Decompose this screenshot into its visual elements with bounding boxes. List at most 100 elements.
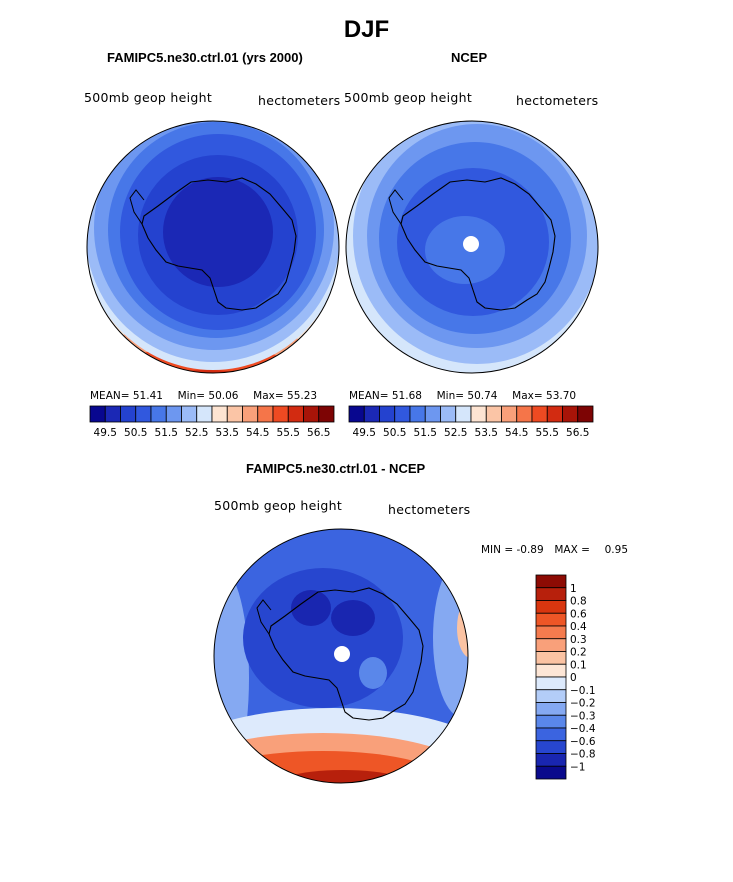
panel1-min-label: Min=: [177, 390, 206, 402]
panel2-mean-value: 51.68: [391, 390, 422, 402]
panel2-colorbar-swatch-5: [424, 405, 441, 423]
panel2-colorbar-swatch-2: [379, 405, 396, 423]
panel2-colorbar-swatch-13: [546, 405, 563, 423]
panel3-map: [213, 528, 469, 784]
panel2-colorbar-swatch-10: [501, 405, 518, 423]
panel1-colorbar-tick-label: 56.5: [307, 427, 330, 439]
panel1-colorbar-swatch-13: [287, 405, 304, 423]
panel3-colorbar-swatch-12: [535, 727, 567, 742]
panel1-colorbar-swatch-4: [150, 405, 167, 423]
panel1-min-value: 50.06: [208, 390, 239, 402]
panel1-title: FAMIPC5.ne30.ctrl.01 (yrs 2000): [107, 50, 303, 65]
panel1-colorbar-tick-label: 50.5: [124, 427, 147, 439]
panel3-tick-label: −0.8: [570, 749, 596, 761]
panel3-max-value: 0.95: [604, 544, 629, 556]
panel3-min-value: -0.89: [516, 544, 544, 556]
panel3-tick-label: −1: [570, 761, 585, 773]
panel2-colorbar-swatch-6: [440, 405, 457, 423]
panel2-colorbar-swatch-7: [455, 405, 472, 423]
panel3-tick-label: 0.3: [570, 634, 587, 646]
panel3-colorbar-swatch-11: [535, 714, 567, 729]
panel2-max-label: Max=: [512, 390, 543, 402]
panel1-colorbar-swatch-12: [272, 405, 289, 423]
panel1-colorbar-swatch-2: [120, 405, 137, 423]
panel3-min-label: MIN =: [481, 544, 514, 556]
panel1-colorbar-swatch-6: [181, 405, 198, 423]
panel1-colorbar-tick-label: 49.5: [94, 427, 117, 439]
panel3-colorbar-swatch-2: [535, 600, 567, 614]
panel2-colorbar-tick-label: 51.5: [414, 427, 437, 439]
panel1-mean-label: MEAN=: [90, 390, 130, 402]
panel1-max-value: 55.23: [287, 390, 318, 402]
panel2-colorbar-tick-label: 56.5: [566, 427, 589, 439]
panel3-colorbar-swatch-13: [535, 740, 567, 754]
panel3-colorbar-swatch-1: [535, 587, 567, 601]
panel3-tick-label: 0.8: [570, 596, 587, 608]
panel1-colorbar-swatch-0: [89, 405, 106, 423]
panel2-colorbar-swatch-4: [409, 405, 426, 423]
panel3-colorbar-swatch-10: [535, 702, 567, 716]
panel3-tick-label: −0.6: [570, 736, 596, 748]
panel2-max-value: 53.70: [546, 390, 577, 402]
panel2-colorbar-tick-label: 50.5: [383, 427, 406, 439]
panel1-mean-value: 51.41: [132, 390, 163, 402]
panel3-colorbar-swatch-14: [535, 753, 567, 767]
panel3-tick-label: 0.2: [570, 647, 587, 659]
panel2-colorbar-swatch-15: [577, 405, 594, 423]
panel2-colorbar-tick-label: 54.5: [505, 427, 528, 439]
panel2-map: [345, 120, 599, 374]
panel2-colorbar-tick-label: 52.5: [444, 427, 467, 439]
panel3-tick-label: −0.2: [570, 698, 596, 710]
panel2-colorbar-swatch-14: [562, 405, 579, 423]
panel1-colorbar-swatch-5: [165, 405, 182, 423]
panel1-colorbar-tick-label: 53.5: [216, 427, 239, 439]
panel3-colorbar-swatch-15: [535, 765, 567, 780]
panel3-title: FAMIPC5.ne30.ctrl.01 - NCEP: [246, 461, 426, 476]
panel2-colorbar-swatch-0: [348, 405, 365, 423]
panel2-variable-label: 500mb geop height: [344, 90, 473, 105]
panel2-colorbar-tick-label: 53.5: [475, 427, 498, 439]
panel3-colorbar: 10.80.60.40.30.20.10−0.1−0.2−0.3−0.4−0.6…: [535, 574, 596, 780]
panel3-tick-label: −0.3: [570, 710, 596, 722]
panel3-tick-label: 0: [570, 672, 577, 684]
panel1-colorbar-tick-label: 54.5: [246, 427, 269, 439]
panel2-units-label: hectometers: [516, 93, 599, 108]
panel2-min-label: Min=: [436, 390, 465, 402]
panel1-variable-label: 500mb geop height: [84, 90, 213, 105]
figure-title: DJF: [343, 16, 390, 43]
panel3-units-label: hectometers: [388, 502, 471, 517]
panel2-mean-label: MEAN=: [349, 390, 389, 402]
panel3-colorbar-swatch-5: [535, 638, 567, 652]
panel3-tick-label: −0.1: [570, 685, 596, 697]
panel2-colorbar-tick-label: 49.5: [353, 427, 376, 439]
panel2-colorbar-swatch-11: [516, 405, 533, 423]
panel1-colorbar-swatch-7: [196, 405, 213, 423]
panel1-colorbar-swatch-14: [303, 405, 320, 423]
panel3-tick-label: 0.1: [570, 659, 587, 671]
panel3-tick-label: 0.6: [570, 608, 587, 620]
panel1-colorbar-swatch-8: [211, 405, 228, 423]
panel2-colorbar-swatch-8: [470, 405, 487, 423]
panel2-colorbar-swatch-9: [485, 405, 502, 423]
panel3-tick-label: −0.4: [570, 723, 596, 735]
panel3-tick-label: 1: [570, 583, 577, 595]
panel2-colorbar-swatch-3: [394, 405, 411, 423]
panel3-colorbar-swatch-3: [535, 612, 567, 627]
panel1-colorbar-swatch-9: [226, 405, 243, 423]
panel2-colorbar-swatch-1: [363, 405, 380, 423]
panel1-max-label: Max=: [253, 390, 284, 402]
panel3-max-label: MAX =: [554, 544, 590, 556]
panel1-map: [86, 120, 340, 374]
panel1-colorbar-swatch-10: [242, 405, 259, 423]
panel1-units-label: hectometers: [258, 93, 341, 108]
panel3-variable-label: 500mb geop height: [214, 498, 343, 513]
panel1-colorbar: 49.5 50.5 51.5 52.5 53.5 54.5 55.5 56.5: [89, 405, 335, 439]
panel1-colorbar-swatch-1: [104, 405, 121, 423]
panel3-colorbar-swatch-6: [535, 651, 567, 665]
panel2-min-value: 50.74: [467, 390, 498, 402]
panel2-colorbar: 49.5 50.5 51.5 52.5 53.5 54.5 55.5 56.5: [348, 405, 594, 439]
panel1-colorbar-tick-label: 55.5: [277, 427, 300, 439]
panel1-colorbar-swatch-11: [257, 405, 274, 423]
panel2-title: NCEP: [451, 50, 488, 65]
panel3-colorbar-swatch-4: [535, 625, 567, 640]
